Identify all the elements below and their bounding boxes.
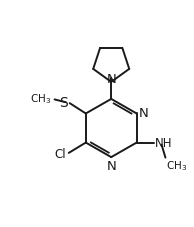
Text: S: S bbox=[59, 96, 68, 110]
Text: Cl: Cl bbox=[55, 148, 67, 161]
Text: N: N bbox=[106, 159, 116, 172]
Text: N: N bbox=[106, 72, 116, 85]
Text: CH$_3$: CH$_3$ bbox=[166, 159, 188, 173]
Text: N: N bbox=[139, 106, 149, 119]
Text: NH: NH bbox=[155, 136, 172, 149]
Text: CH$_3$: CH$_3$ bbox=[30, 92, 51, 106]
